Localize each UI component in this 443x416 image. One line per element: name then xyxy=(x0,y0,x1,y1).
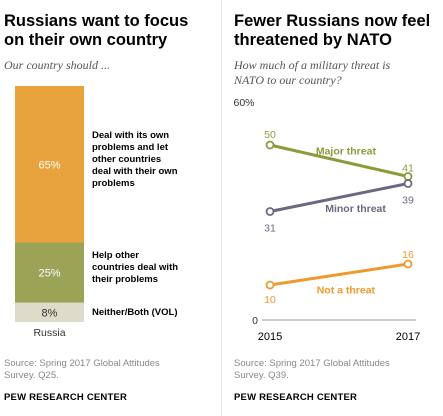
series-label-not-a-threat: Not a threat xyxy=(317,284,376,296)
line-not-a-threat xyxy=(269,262,409,287)
bar-value-label: 8% xyxy=(42,307,58,319)
right-credit: PEW RESEARCH CENTER xyxy=(234,392,358,403)
right-subtitle-line-2: NATO to our country? xyxy=(234,73,342,87)
x-tick-label-2017: 2017 xyxy=(396,331,420,343)
bar-label-help-other-line-3: their problems xyxy=(92,274,158,285)
value-label-not-a-threat-2017: 16 xyxy=(402,249,414,261)
series-label-major-threat: Major threat xyxy=(316,145,377,157)
left-panel: Russians want to focus on their own coun… xyxy=(4,12,188,403)
bar-label-help-other-line-1: Help other xyxy=(92,250,139,261)
bar-segment-help-other-countries-deal-with xyxy=(15,242,84,303)
left-source: Source: Spring 2017 Global Attitudes Sur… xyxy=(4,358,160,382)
bar-label-deal-own-line-4: deal with their own xyxy=(92,166,178,177)
x-tick-label-2015: 2015 xyxy=(258,331,282,343)
point-minor-threat-2017 xyxy=(403,179,413,188)
y-tick-label-top: 60% xyxy=(233,97,254,109)
right-subtitle: How much of a military threat is NATO to… xyxy=(234,58,390,88)
panel-divider xyxy=(221,0,222,416)
bar-label-deal-own-line-5: problems xyxy=(92,178,135,189)
value-label-minor-threat-2015: 31 xyxy=(264,223,276,235)
bar-value-label: 25% xyxy=(38,268,60,280)
line-minor-threat xyxy=(269,182,409,213)
left-credit: PEW RESEARCH CENTER xyxy=(4,392,128,403)
left-source-line-1: Source: Spring 2017 Global Attitudes xyxy=(4,358,160,369)
bar-label-deal-own-line-2: problems and let xyxy=(92,142,169,153)
bar-label-deal-own-line-3: other countries xyxy=(92,154,162,165)
bar-label-help-other-line-2: countries deal with xyxy=(92,262,179,273)
right-title-line-1: Fewer Russians now feel xyxy=(234,12,431,30)
point-not-a-threat-2015 xyxy=(265,280,275,290)
bar-value-label: 65% xyxy=(38,159,60,171)
right-source: Source: Spring 2017 Global Attitudes Sur… xyxy=(234,358,390,382)
bar-label-deal-own-line-1: Deal with its own xyxy=(92,130,170,141)
value-label-minor-threat-2017: 39 xyxy=(402,195,414,207)
stacked-bar-chart: 65% 25% 8% Russia xyxy=(15,86,84,339)
left-source-line-2: Survey. Q25. xyxy=(4,370,59,381)
right-subtitle-line-1: How much of a military threat is xyxy=(234,58,391,72)
series-label-minor-threat: Minor threat xyxy=(325,203,386,215)
value-label-major-threat-2017: 41 xyxy=(402,163,414,175)
value-label-major-threat-2015: 50 xyxy=(264,129,276,141)
right-title-line-2: threatened by NATO xyxy=(234,31,392,49)
point-minor-threat-2015 xyxy=(265,207,275,216)
bar-segment-neither-both-vol xyxy=(15,302,84,322)
left-title-line-2: on their own country xyxy=(4,31,168,49)
bar-category-label: Russia xyxy=(33,327,65,339)
bar-label-help-other: Help other countries deal with their pro… xyxy=(92,250,178,286)
y-tick-label-zero: 0 xyxy=(252,315,258,327)
right-source-line-2: Survey. Q39. xyxy=(234,370,289,381)
right-panel: Fewer Russians now feel threatened by NA… xyxy=(222,0,443,416)
point-major-threat-2015 xyxy=(265,140,275,150)
left-title: Russians want to focus on their own coun… xyxy=(4,12,188,50)
left-title-line-1: Russians want to focus xyxy=(4,12,189,30)
point-not-a-threat-2017 xyxy=(403,259,413,269)
line-major-threat xyxy=(269,143,409,178)
bar-label-neither: Neither/Both (VOL) xyxy=(92,307,178,318)
bar-label-deal-own: Deal with its own problems and let other… xyxy=(92,130,178,190)
right-source-line-1: Source: Spring 2017 Global Attitudes xyxy=(234,358,390,369)
bar-segment-deal-with-its-own-problems-and xyxy=(15,86,84,243)
right-title: Fewer Russians now feel threatened by NA… xyxy=(234,12,430,50)
left-subtitle: Our country should ... xyxy=(4,58,110,72)
value-label-not-a-threat-2015: 10 xyxy=(264,294,276,306)
